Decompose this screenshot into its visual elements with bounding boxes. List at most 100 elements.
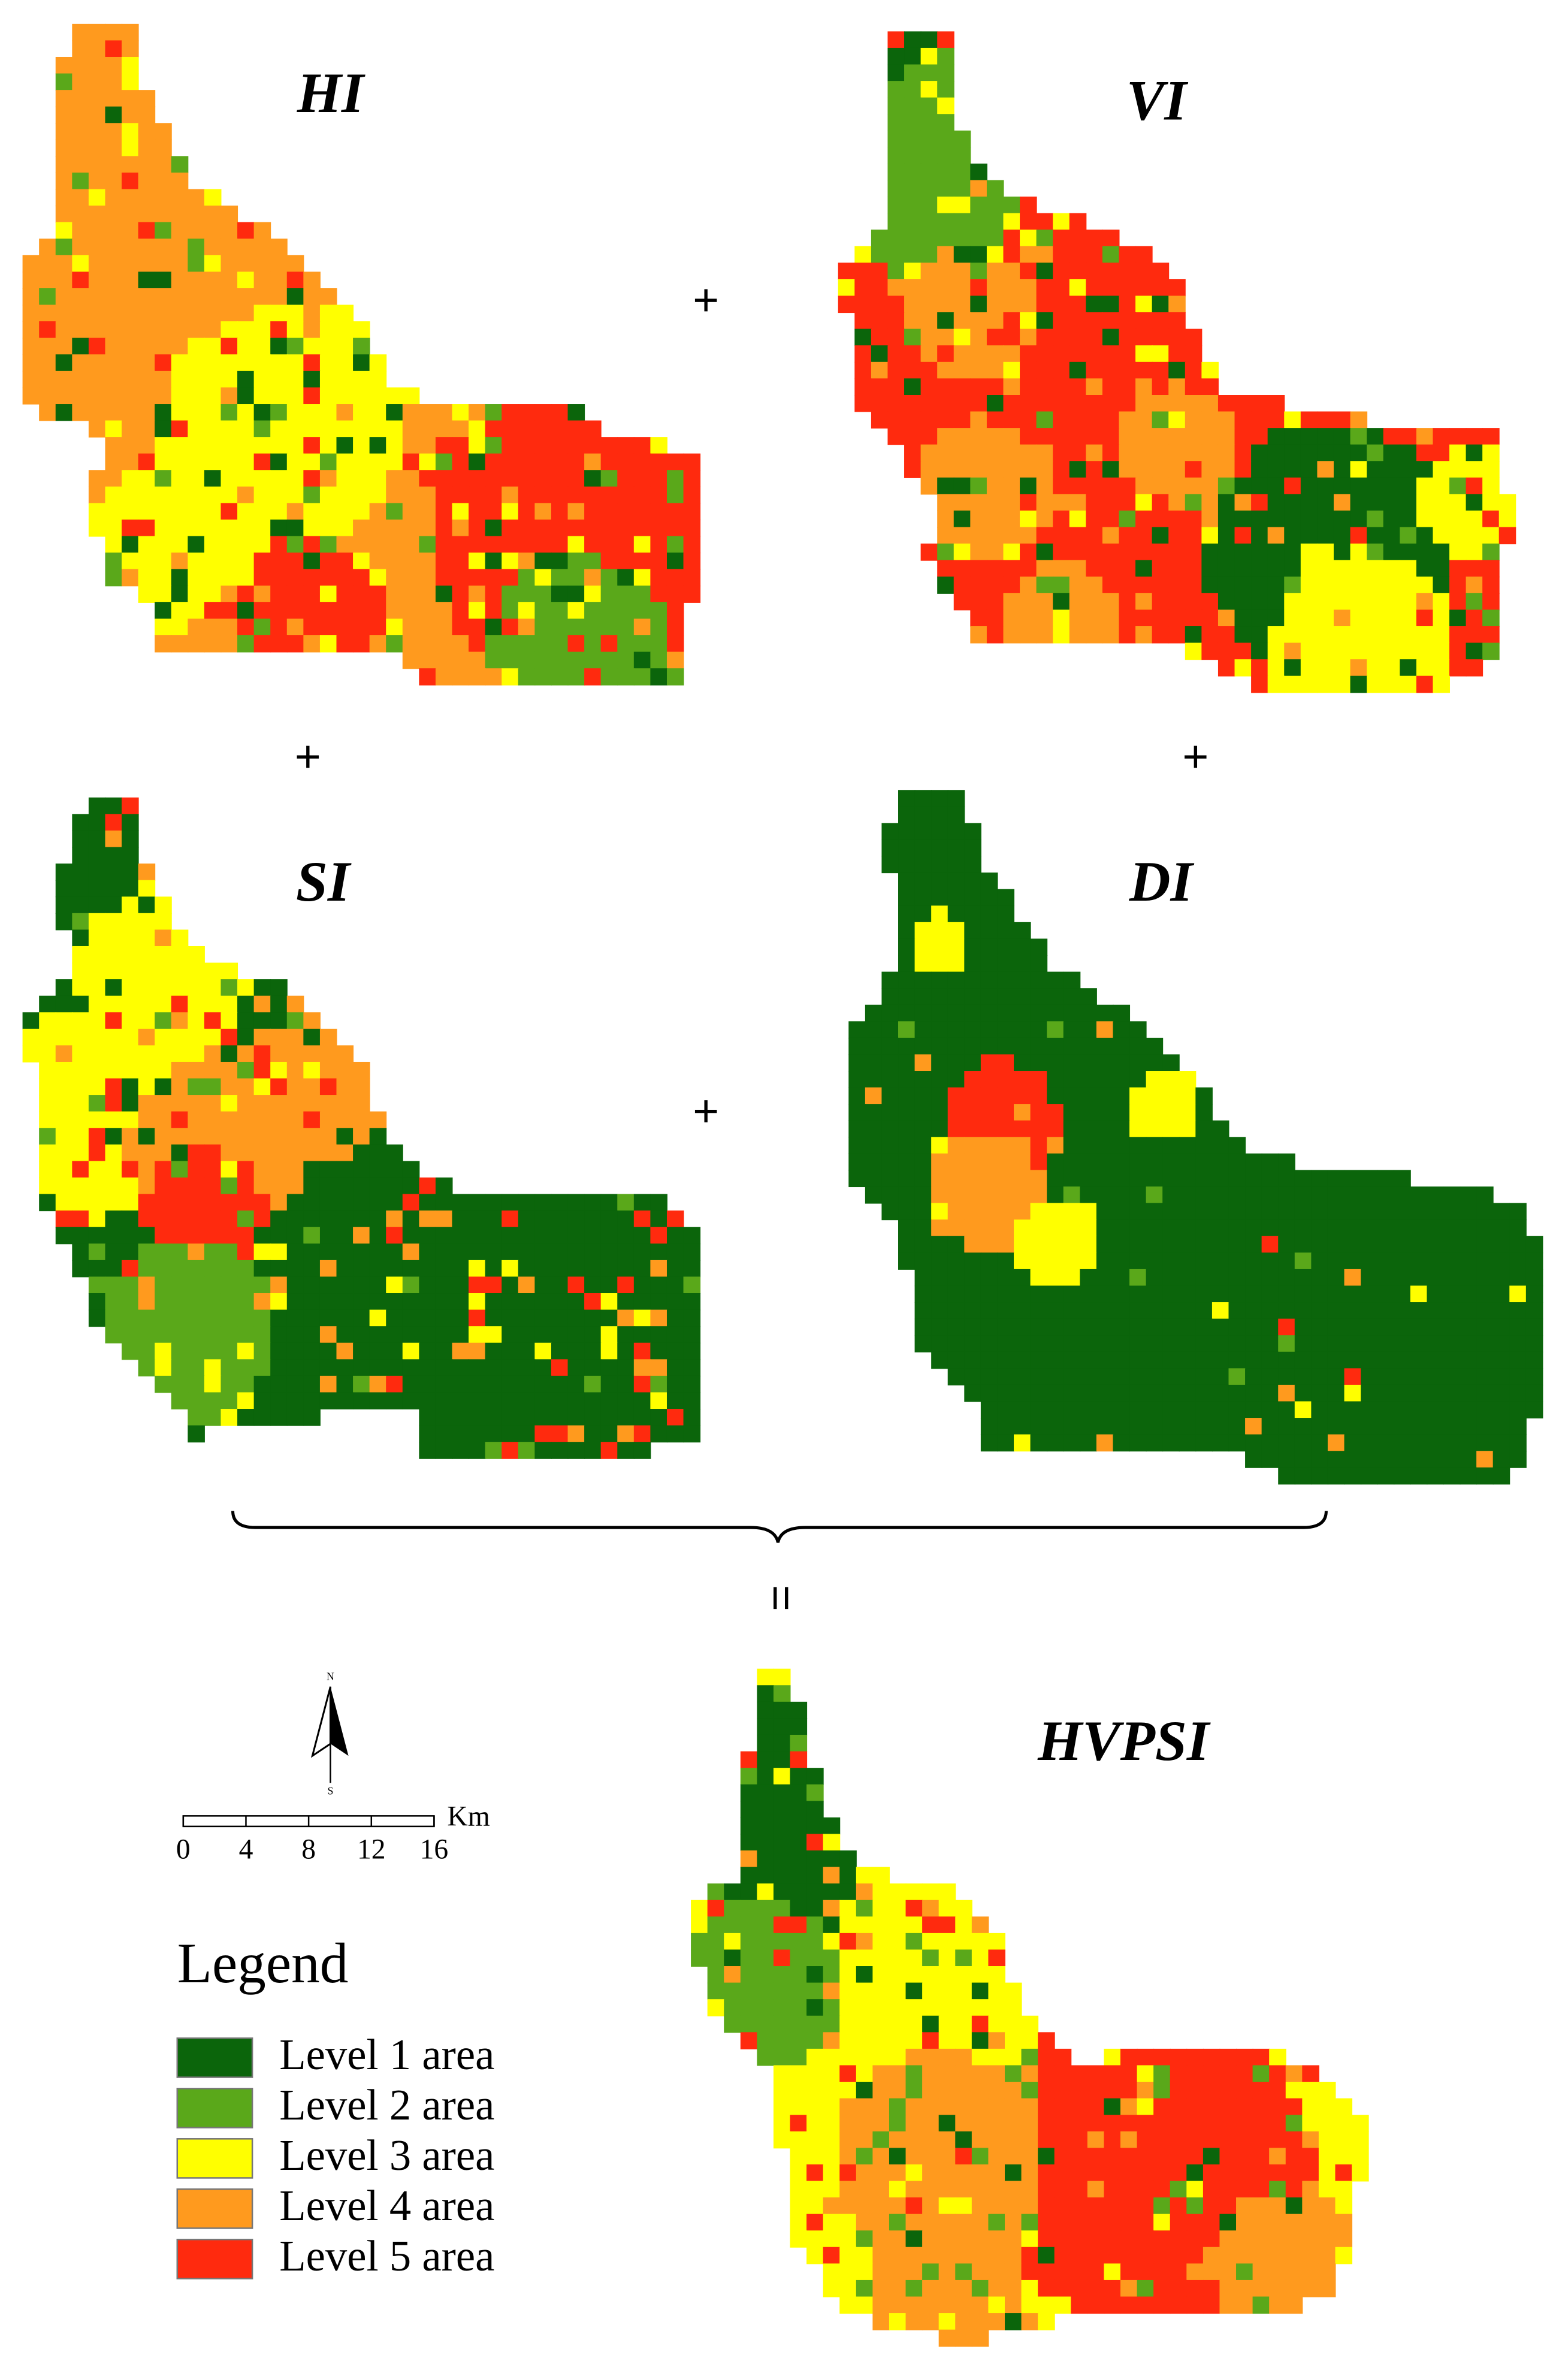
map-cell: [419, 1442, 436, 1459]
map-cell: [1162, 1186, 1180, 1204]
map-cell: [937, 395, 954, 412]
map-cell: [1219, 2230, 1237, 2248]
map-cell: [650, 1392, 667, 1410]
map-cell: [1152, 609, 1170, 627]
map-cell: [1317, 494, 1334, 512]
map-cell: [1053, 477, 1070, 495]
map-cell: [1267, 626, 1285, 644]
map-cell: [319, 453, 337, 471]
map-cell: [336, 536, 354, 554]
map-cell: [683, 552, 701, 570]
map-cell: [171, 962, 189, 980]
map-cell: [1135, 560, 1153, 578]
map-cell: [1036, 361, 1054, 379]
map-cell: [402, 437, 420, 454]
map-cell: [1195, 1351, 1213, 1369]
map-cell: [964, 1351, 981, 1369]
map-cell: [1185, 477, 1203, 495]
map-cell: [1146, 1104, 1164, 1121]
map-cell: [1162, 1137, 1180, 1154]
map-cell: [889, 2098, 907, 2116]
map-cell: [567, 1227, 585, 1245]
map-cell: [171, 1309, 189, 1327]
map-cell: [1030, 1335, 1048, 1352]
map-cell: [1096, 1219, 1114, 1237]
map-cell: [1344, 1368, 1362, 1385]
map-cell: [171, 1276, 189, 1294]
map-cell: [898, 971, 916, 989]
map-cell: [88, 156, 106, 174]
map-cell: [955, 2148, 972, 2165]
map-cell: [88, 486, 106, 504]
map-cell: [953, 279, 971, 297]
map-cell: [253, 288, 271, 306]
map-cell: [253, 1161, 271, 1178]
map-cell: [1509, 1302, 1527, 1320]
map-cell: [237, 1243, 255, 1261]
map-cell: [1361, 1418, 1378, 1435]
map-cell: [1228, 1170, 1246, 1188]
map-cell: [617, 503, 635, 521]
map-cell: [1394, 1318, 1411, 1336]
map-cell: [1195, 1335, 1213, 1352]
map-cell: [1069, 477, 1087, 495]
map-cell: [138, 321, 156, 339]
map-cell: [1153, 2065, 1171, 2083]
map-cell: [204, 271, 222, 289]
map-cell: [303, 453, 321, 471]
map-cell: [1030, 988, 1048, 1006]
map-cell: [1086, 230, 1103, 247]
map-cell: [1146, 1384, 1164, 1402]
map-cell: [452, 536, 470, 554]
map-cell: [986, 494, 1004, 512]
map-cell: [501, 1442, 519, 1459]
map-cell: [39, 337, 56, 355]
map-cell: [904, 328, 922, 346]
map-cell: [319, 387, 337, 405]
map-cell: [964, 1236, 981, 1254]
map-cell: [55, 404, 73, 421]
map-cell: [534, 1425, 552, 1443]
map-cell: [1004, 2164, 1022, 2182]
map-cell: [1137, 2065, 1155, 2083]
map-cell: [253, 404, 271, 421]
map-cell: [898, 1203, 916, 1221]
map-cell: [237, 1375, 255, 1393]
map-cell: [1053, 527, 1070, 545]
map-cell: [633, 1194, 651, 1212]
map-cell: [1525, 1368, 1543, 1385]
map-cell: [270, 370, 288, 388]
map-cell: [402, 1210, 420, 1228]
map-cell: [971, 2181, 989, 2199]
map-cell: [904, 197, 922, 214]
map-cell: [105, 288, 123, 306]
map-cell: [1367, 659, 1384, 677]
map-cell: [1377, 1351, 1395, 1369]
map-cell: [1416, 675, 1434, 693]
map-cell: [790, 1801, 808, 1818]
map-cell: [905, 1883, 923, 1901]
map-cell: [369, 453, 387, 471]
map-cell: [551, 552, 569, 570]
map-cell: [666, 1210, 684, 1228]
map-cell: [1498, 511, 1516, 528]
map-cell: [914, 905, 932, 923]
map-cell: [773, 1900, 791, 1918]
map-cell: [369, 1342, 387, 1360]
map-cell: [600, 602, 618, 620]
map-cell: [353, 1128, 370, 1145]
map-cell: [1267, 527, 1285, 545]
map-cell: [931, 1302, 948, 1320]
map-cell: [988, 2048, 1005, 2066]
map-cell: [1020, 361, 1037, 379]
map-cell: [122, 73, 139, 91]
map-cell: [955, 2065, 972, 2083]
map-cell: [452, 520, 470, 537]
map-cell: [914, 1021, 932, 1038]
map-cell: [806, 1784, 824, 1802]
map-cell: [122, 913, 139, 931]
map-cell: [1466, 544, 1484, 561]
map-cell: [1119, 560, 1137, 578]
map-cell: [773, 1718, 791, 1735]
map-cell: [1367, 642, 1384, 660]
